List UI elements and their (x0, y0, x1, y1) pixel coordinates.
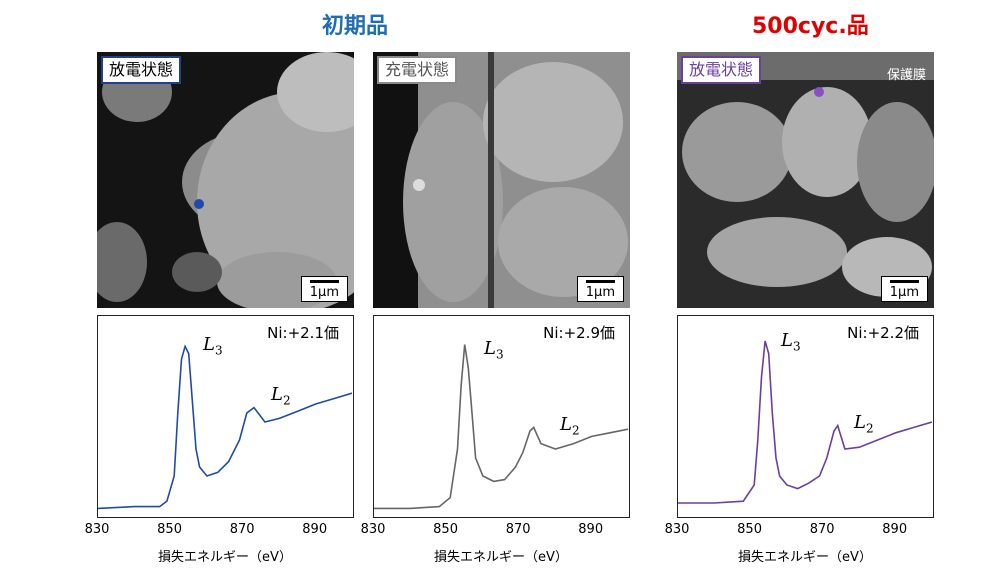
x-tick-label: 850 (157, 522, 182, 537)
scale-label: 1μm (309, 285, 339, 300)
x-axis-label: 損失エネルギー（eV） (738, 550, 872, 565)
protective-film-label: 保護膜 (886, 68, 926, 83)
x-axis-label: 損失エネルギー（eV） (158, 550, 292, 565)
micrograph-image (677, 52, 934, 308)
state-label: 放電状態 (681, 56, 762, 84)
spectrum-panel-2: Ni:+2.9価 L3 L2 (373, 315, 630, 518)
spectrum-series-line (98, 344, 352, 510)
spectrum-panel-3: Ni:+2.2価 L3 L2 (677, 315, 934, 518)
scale-bar: 1μm (300, 276, 348, 302)
x-tick-label: 830 (84, 522, 110, 537)
l3-peak-label: L3 (484, 338, 504, 362)
x-tick-label: 890 (882, 522, 908, 537)
x-tick-label: 870 (809, 522, 835, 537)
x-tick-label: 850 (433, 522, 458, 537)
scale-line (585, 280, 615, 283)
l3-peak-label: L3 (203, 334, 223, 358)
title-initial: 初期品 (322, 14, 389, 39)
spectrum-plot (678, 340, 932, 504)
scale-label: 1μm (889, 285, 919, 300)
x-tick-label: 870 (229, 522, 255, 537)
analysis-point-marker (194, 199, 204, 209)
micrograph-initial-charge: 充電状態 1μm (373, 52, 630, 308)
l2-peak-label: L2 (271, 384, 291, 408)
title-500cyc: 500cyc.品 (752, 14, 869, 39)
l2-peak-label: L2 (560, 414, 580, 438)
scale-line (309, 280, 339, 283)
x-tick-label: 830 (360, 522, 386, 537)
spectrum-plot (374, 344, 628, 510)
x-tick-label: 870 (505, 522, 531, 537)
ni-valence-label: Ni:+2.9価 (543, 324, 615, 342)
x-tick-label: 830 (664, 522, 690, 537)
analysis-point-marker (814, 87, 824, 97)
spectrum-series-line (678, 340, 932, 504)
x-tick-label: 850 (737, 522, 762, 537)
ni-valence-label: Ni:+2.1価 (267, 324, 339, 342)
x-tick-label: 890 (578, 522, 604, 537)
spectrum-plot (98, 344, 352, 510)
x-axis-label: 損失エネルギー（eV） (434, 550, 568, 565)
ni-valence-label: Ni:+2.2価 (847, 324, 919, 342)
spectrum-panel-1: Ni:+2.1価 L3 L2 (97, 315, 354, 518)
x-tick-label: 890 (302, 522, 328, 537)
spectrum-series-line (374, 344, 628, 510)
micrograph-500cyc-discharge: 放電状態 保護膜 1μm (677, 52, 934, 308)
micrograph-image (97, 52, 354, 308)
micrograph-image (373, 52, 630, 308)
analysis-point-marker (413, 179, 425, 191)
scale-bar: 1μm (880, 276, 928, 302)
state-label: 放電状態 (101, 56, 182, 84)
scale-bar: 1μm (576, 276, 624, 302)
micrograph-initial-discharge: 放電状態 1μm (97, 52, 354, 308)
l2-peak-label: L2 (854, 412, 874, 436)
scale-label: 1μm (585, 285, 615, 300)
l3-peak-label: L3 (781, 330, 801, 354)
state-label: 充電状態 (377, 56, 458, 84)
scale-line (889, 280, 919, 283)
